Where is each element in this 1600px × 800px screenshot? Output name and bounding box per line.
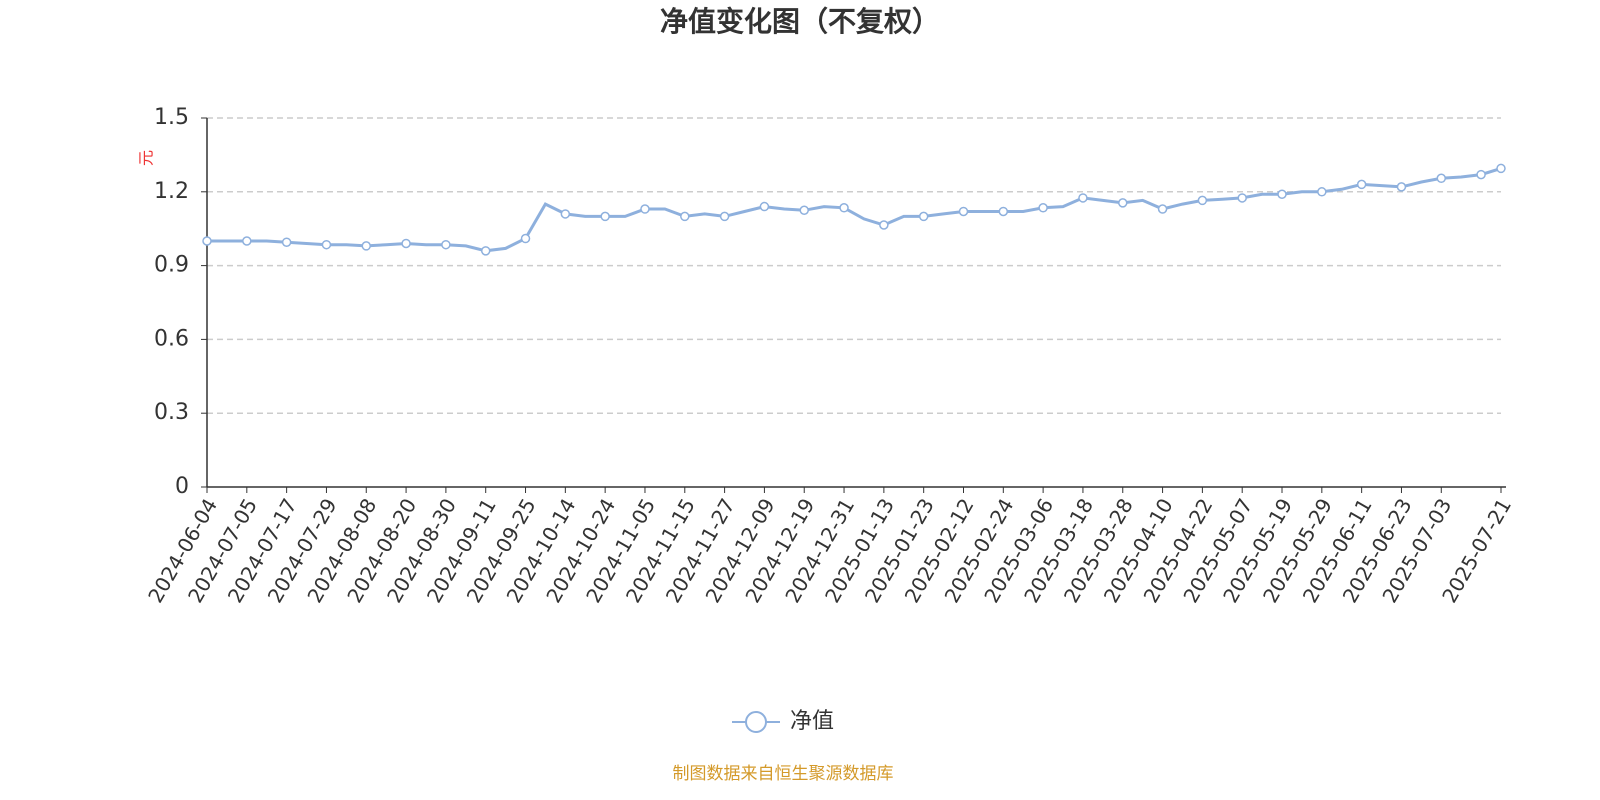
legend-marker (745, 711, 767, 733)
point (600, 211, 610, 222)
point (958, 206, 969, 217)
y-axis-label: 元 (137, 150, 156, 166)
y-tick-label: 0.3 (154, 400, 189, 425)
point (202, 236, 212, 246)
point (640, 204, 650, 214)
legend-label: 净值 (790, 709, 834, 734)
point (1078, 193, 1088, 203)
point (1118, 198, 1128, 208)
point (1038, 203, 1048, 213)
source-note: 制图数据来自恒生聚源数据库 (673, 764, 894, 784)
point (480, 246, 491, 256)
point (719, 211, 730, 222)
y-tick-label: 1.5 (154, 105, 189, 130)
point (441, 239, 451, 250)
point (560, 209, 571, 219)
point (1157, 204, 1168, 214)
chart-title: 净值变化图（不复权） (660, 5, 940, 38)
point (361, 241, 372, 251)
point (839, 203, 849, 213)
point (1476, 169, 1486, 180)
point (1317, 187, 1327, 197)
point (1396, 182, 1407, 192)
y-tick-label: 0.9 (154, 253, 189, 278)
point (321, 239, 332, 250)
point (759, 201, 770, 212)
point (918, 211, 929, 222)
y-tick-label: 1.2 (154, 179, 189, 204)
point (1356, 179, 1367, 190)
point (680, 211, 690, 222)
point (1237, 193, 1247, 203)
point (799, 205, 809, 215)
y-tick-label: 0 (175, 474, 189, 499)
point (281, 237, 292, 247)
point (879, 220, 889, 230)
point (998, 206, 1009, 217)
point (1277, 189, 1287, 200)
y-tick-label: 0.6 (154, 326, 189, 351)
point (1436, 173, 1447, 184)
point (1496, 163, 1506, 174)
point (242, 236, 252, 246)
point (520, 233, 531, 244)
point (1197, 195, 1208, 206)
point (401, 238, 411, 249)
series-line (207, 166, 1502, 253)
